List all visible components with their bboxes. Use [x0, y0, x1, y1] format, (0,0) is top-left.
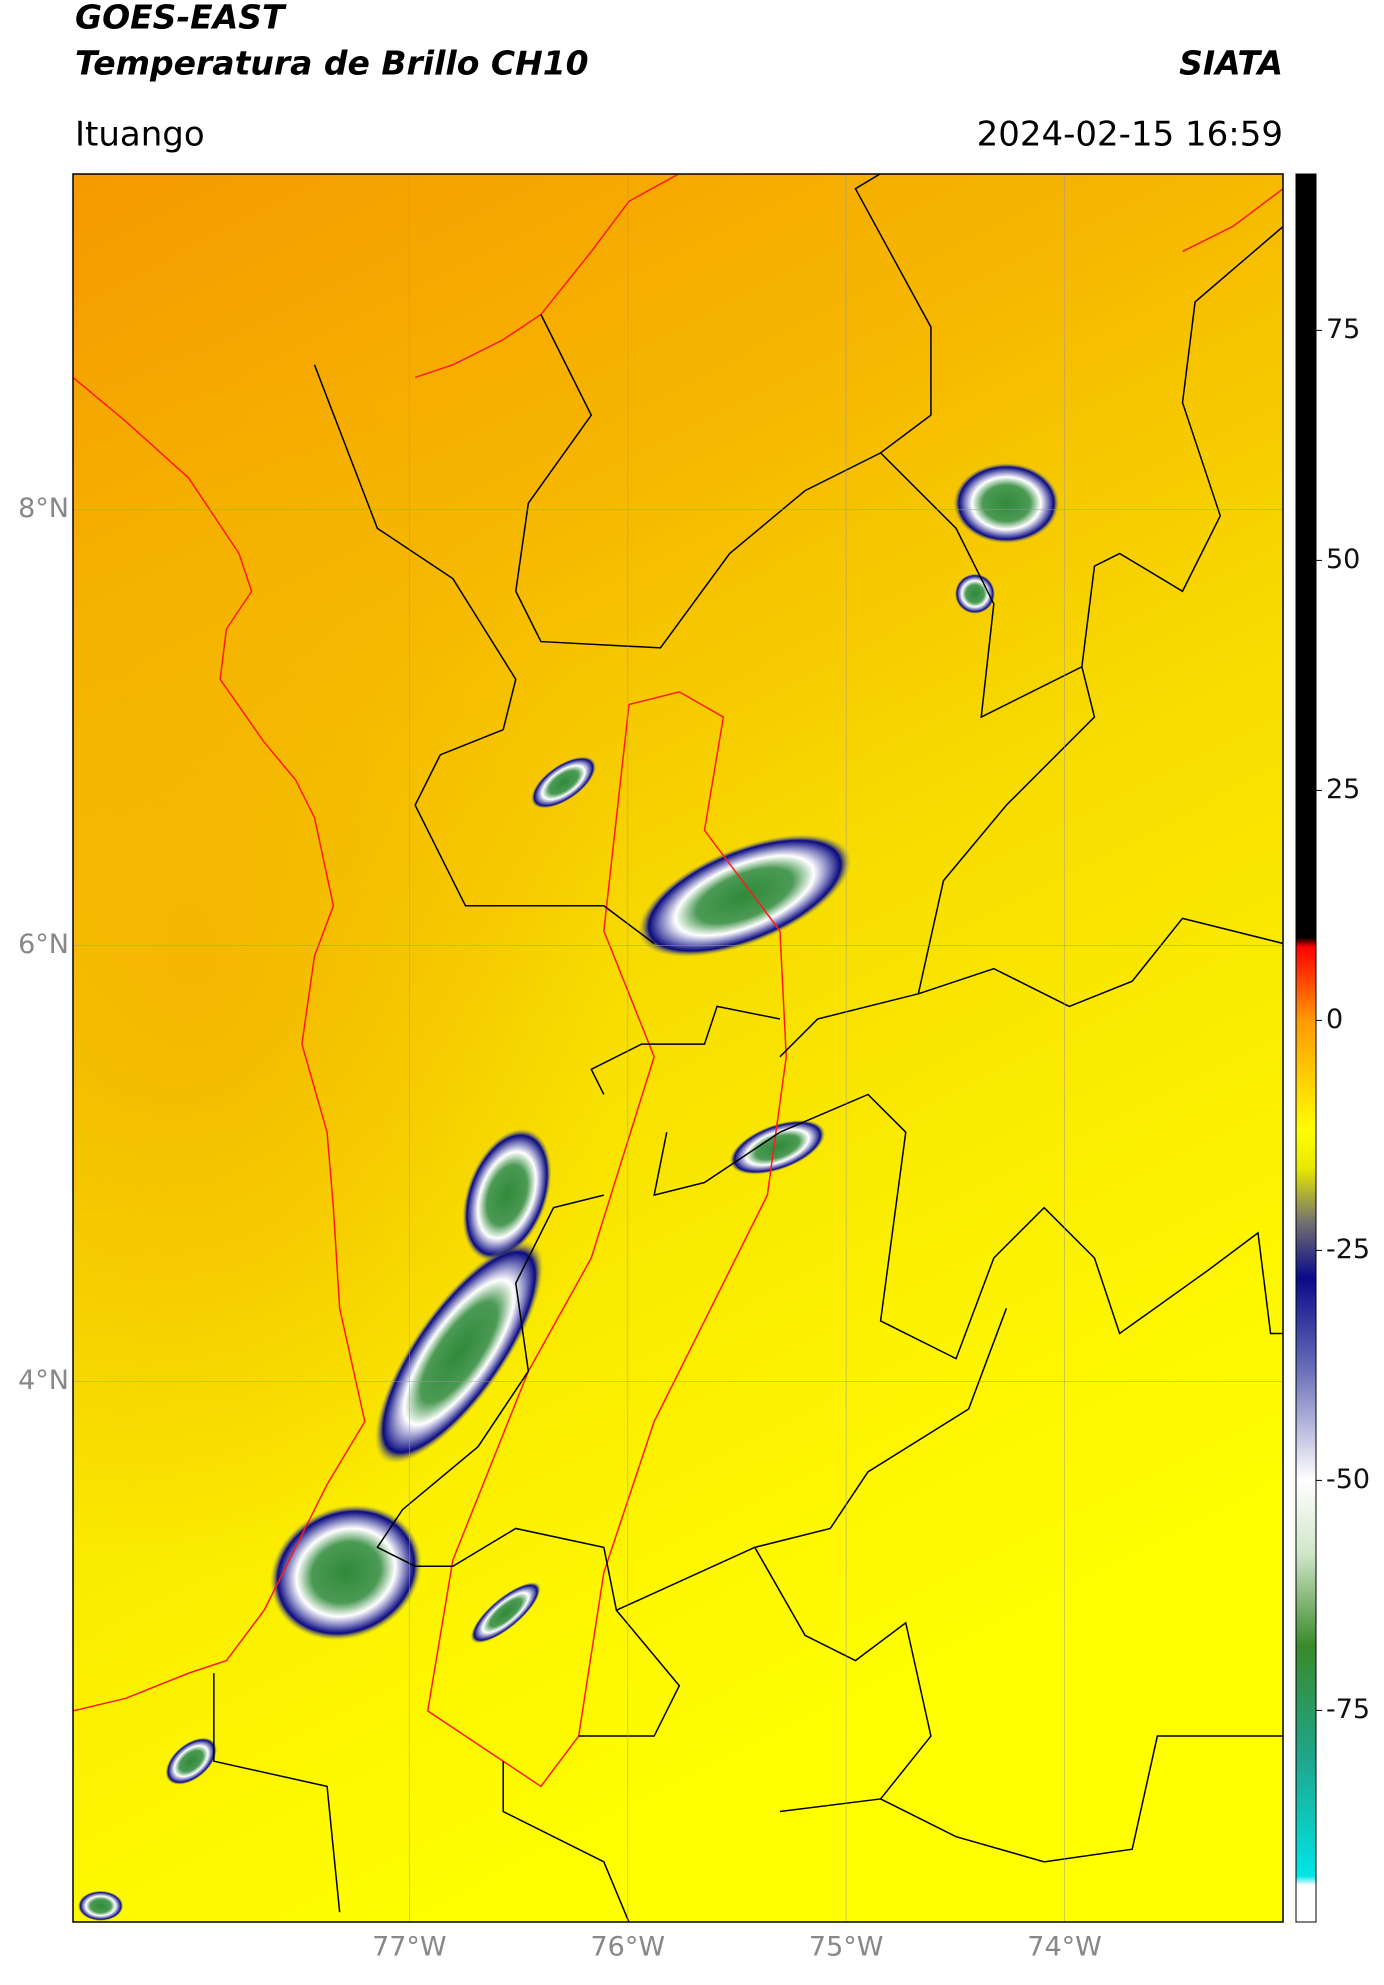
- brand: SIATA: [1179, 44, 1283, 83]
- x-tick-label: 74°W: [1027, 1932, 1102, 1963]
- map-shade: [73, 174, 1283, 1922]
- title: GOES-EAST: [75, 0, 287, 37]
- borders: [73, 174, 1283, 1923]
- colorbar-tick-label: -50: [1326, 1464, 1370, 1495]
- colorbar: [1295, 173, 1317, 1923]
- y-tick-label: 8°N: [18, 493, 69, 524]
- colorbar-tick-label: 75: [1326, 314, 1360, 345]
- x-tick-label: 75°W: [809, 1932, 884, 1963]
- colorbar-tick-label: -25: [1326, 1234, 1370, 1265]
- grid: [73, 174, 1283, 1922]
- subtitle: Temperatura de Brillo CH10: [75, 44, 589, 83]
- datetime: 2024-02-15 16:59: [977, 115, 1283, 155]
- map-image: [73, 174, 1283, 1923]
- map-frame: [72, 173, 1284, 1923]
- location: Ituango: [75, 115, 205, 155]
- colorbar-tick-label: 0: [1326, 1004, 1343, 1035]
- y-tick-label: 6°N: [18, 929, 69, 960]
- x-tick-label: 76°W: [590, 1932, 665, 1963]
- colorbar-tick-label: 50: [1326, 544, 1360, 575]
- x-tick-label: 77°W: [372, 1932, 447, 1963]
- colorbar-tick-label: 25: [1326, 774, 1360, 805]
- y-tick-label: 4°N: [18, 1365, 69, 1396]
- clouds: [77, 462, 1060, 1921]
- colorbar-tick-label: -75: [1326, 1694, 1370, 1725]
